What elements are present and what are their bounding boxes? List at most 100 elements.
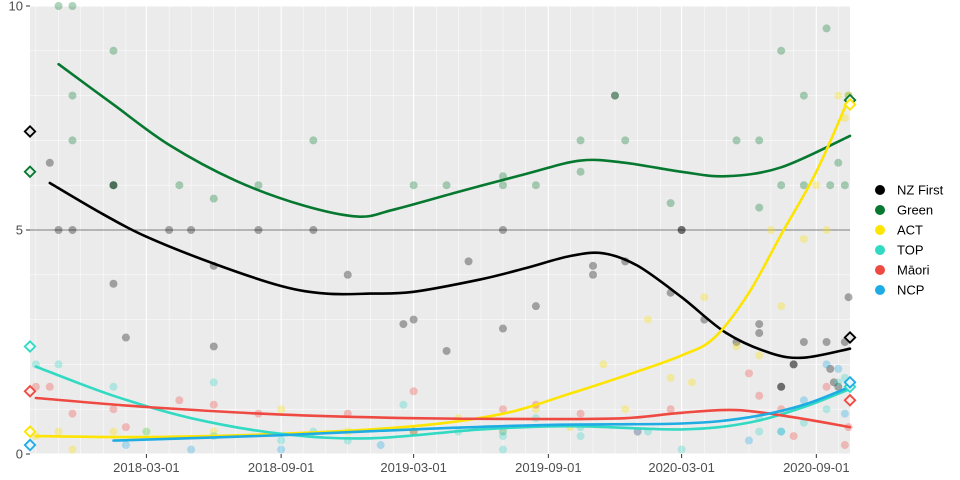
legend-label: TOP xyxy=(897,243,924,258)
data-point xyxy=(121,333,130,342)
data-point xyxy=(142,427,151,436)
data-point xyxy=(109,382,118,391)
data-point xyxy=(68,226,77,234)
data-point xyxy=(121,423,130,432)
data-point xyxy=(844,293,853,302)
start-marker-green xyxy=(23,165,37,179)
data-point xyxy=(829,378,838,387)
data-point xyxy=(822,405,831,414)
legend-item-nz-first: NZ First xyxy=(875,183,944,198)
data-point xyxy=(175,396,184,405)
legend-swatch xyxy=(875,205,885,215)
data-point xyxy=(109,46,118,55)
data-point xyxy=(834,364,843,373)
data-point xyxy=(822,226,831,234)
data-point xyxy=(175,181,184,190)
data-point xyxy=(254,181,263,190)
data-point xyxy=(254,226,263,234)
data-point xyxy=(209,194,218,203)
data-point xyxy=(109,279,118,288)
series-points-green xyxy=(54,2,853,212)
data-point xyxy=(68,445,77,454)
data-point xyxy=(799,418,808,427)
data-point xyxy=(822,360,831,369)
data-point xyxy=(498,226,507,234)
legend-label: Green xyxy=(897,203,933,218)
start-marker-top xyxy=(23,339,37,353)
data-point xyxy=(531,405,540,414)
data-point xyxy=(777,302,786,311)
data-point xyxy=(834,378,843,387)
data-point xyxy=(442,181,451,190)
data-point xyxy=(822,382,831,391)
data-point xyxy=(498,427,507,436)
data-point xyxy=(209,378,218,387)
data-point xyxy=(840,181,849,190)
start-marker-ncp xyxy=(23,438,37,452)
legend-item-top: TOP xyxy=(875,243,924,258)
legend: NZ First Green ACT TOP Māori NCP xyxy=(875,183,944,298)
data-point xyxy=(576,136,585,145)
data-point xyxy=(109,181,118,190)
data-point xyxy=(610,91,619,100)
data-point xyxy=(576,167,585,176)
legend-swatch xyxy=(875,225,885,235)
data-point xyxy=(799,396,808,405)
data-point xyxy=(744,369,753,378)
data-point xyxy=(840,441,849,450)
data-point xyxy=(54,226,63,234)
data-point xyxy=(777,382,786,391)
data-point xyxy=(399,400,408,409)
data-point xyxy=(277,436,286,445)
data-point xyxy=(700,293,709,302)
data-point xyxy=(54,2,63,10)
data-point xyxy=(732,342,741,351)
series-points-nz-first xyxy=(45,91,853,391)
data-point xyxy=(399,320,408,329)
data-point xyxy=(799,91,808,100)
trend-line-m-ori xyxy=(34,396,852,429)
data-point xyxy=(799,181,808,190)
data-point xyxy=(826,364,835,373)
data-point xyxy=(209,400,218,409)
data-point xyxy=(840,114,849,122)
data-point xyxy=(755,329,764,338)
data-point xyxy=(68,409,77,418)
x-tick-label: 2018-03-01 xyxy=(113,460,180,475)
data-point xyxy=(45,382,54,391)
trend-line-act xyxy=(34,94,852,439)
axis-layer: 0 5 10 2018-03-01 2018-09-01 2019-03-01 2019-0… xyxy=(9,0,850,475)
data-point xyxy=(840,409,849,418)
data-point xyxy=(109,405,118,414)
data-point xyxy=(277,445,286,454)
data-point xyxy=(755,351,764,360)
data-point xyxy=(409,315,418,324)
data-point xyxy=(789,360,798,369)
legend-label: NCP xyxy=(897,283,924,298)
end-marker-m-ori xyxy=(843,393,857,407)
data-point xyxy=(677,226,686,234)
data-point xyxy=(834,382,843,391)
data-point xyxy=(589,261,598,270)
data-point xyxy=(165,226,174,234)
x-tick-label: 2019-09-01 xyxy=(515,460,582,475)
data-point xyxy=(755,136,764,145)
data-point xyxy=(799,338,808,346)
series-points-ncp xyxy=(121,360,853,454)
data-point xyxy=(109,181,118,190)
data-point xyxy=(498,181,507,190)
data-point xyxy=(666,199,675,208)
data-point xyxy=(826,181,835,190)
end-marker-nz-first xyxy=(843,331,857,345)
start-marker-m-ori xyxy=(23,384,37,398)
data-point xyxy=(498,445,507,454)
data-point xyxy=(789,360,798,369)
data-point xyxy=(755,391,764,400)
end-marker-ncp xyxy=(843,375,857,389)
data-point xyxy=(187,445,196,454)
data-point xyxy=(309,226,318,234)
end-marker-act xyxy=(843,98,857,112)
data-point xyxy=(343,270,352,279)
data-point xyxy=(68,2,77,10)
